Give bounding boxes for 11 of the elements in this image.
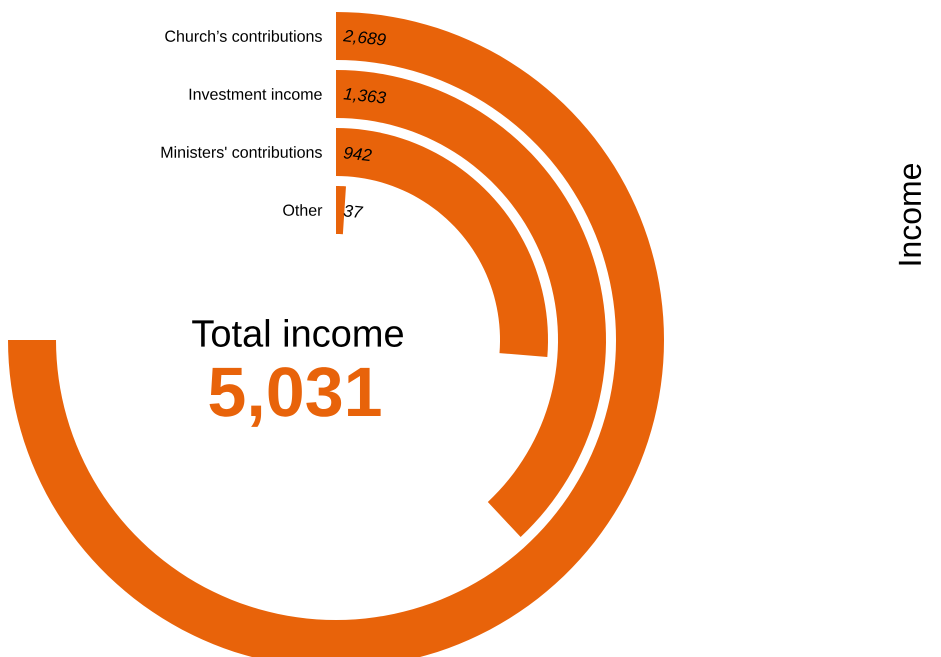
category-label: Church’s contributions bbox=[165, 30, 322, 42]
data-label: 1,363 bbox=[343, 88, 386, 104]
data-label: 2,689 bbox=[342, 30, 386, 46]
category-label: Ministers' contributions bbox=[162, 146, 322, 158]
data-label: 942 bbox=[344, 146, 372, 161]
category-label: Other bbox=[283, 204, 322, 216]
text: 5,031 bbox=[210, 367, 381, 427]
text: Income bbox=[898, 164, 922, 265]
text: Total income bbox=[192, 319, 403, 347]
category-label: Investment income bbox=[190, 88, 322, 100]
data-label: 37 bbox=[344, 204, 364, 218]
